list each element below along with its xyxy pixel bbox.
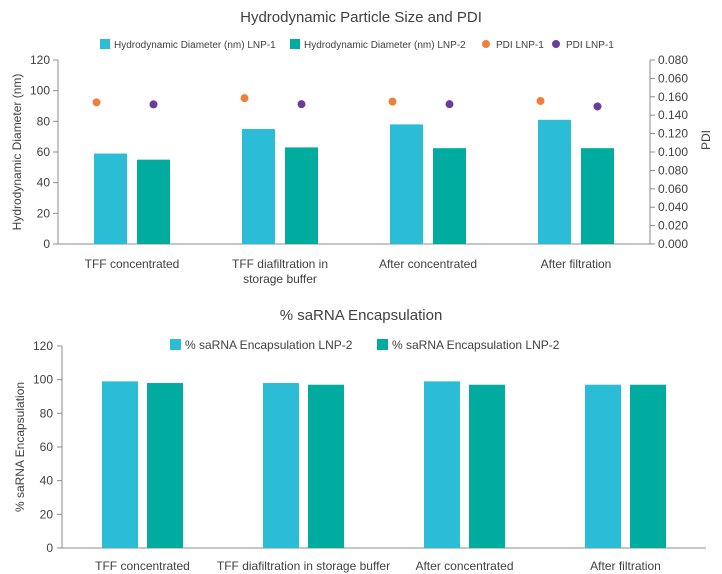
pdi-lnp2-point — [445, 100, 454, 109]
y-tick-label: 80 — [40, 406, 54, 420]
y-tick-label: 0 — [46, 541, 53, 555]
y2-tick-label: 0.100 — [658, 145, 688, 159]
pdi-lnp1-point — [92, 98, 101, 107]
bar-series-1 — [585, 384, 621, 548]
x-tick-label: After filtration — [590, 559, 661, 573]
chart-title: Hydrodynamic Particle Size and PDI — [240, 9, 482, 26]
bar-series-2 — [147, 383, 183, 548]
y-tick-label: 80 — [37, 114, 51, 128]
legend-marker-3 — [482, 40, 490, 48]
y-tick-label: 0 — [43, 237, 50, 251]
legend-swatch-2 — [290, 39, 300, 49]
bar-lnp2 — [433, 148, 466, 244]
encapsulation-chart: % saRNA Encapsulation % saRNA Encapsulati… — [13, 307, 706, 573]
bar-series-1 — [102, 381, 138, 548]
bar-lnp2 — [581, 148, 614, 244]
y-tick-label: 60 — [40, 440, 54, 454]
bar-lnp2 — [285, 147, 318, 244]
pdi-lnp2-point — [593, 102, 602, 111]
bar-series-1 — [263, 383, 299, 548]
y-tick-label: 120 — [33, 339, 53, 353]
pdi-lnp1-point — [388, 97, 397, 106]
bar-lnp1 — [242, 129, 275, 244]
y-tick-label: 20 — [40, 507, 54, 521]
bar-series-2 — [308, 384, 344, 548]
x-tick-label: TFF diafiltration in storage buffer — [217, 559, 390, 573]
y-tick-label: 20 — [37, 206, 51, 220]
y-tick-label: 100 — [30, 84, 50, 98]
y-tick-label: 40 — [40, 474, 54, 488]
legend-swatch-1 — [170, 339, 181, 350]
y2-tick-label: 0.080 — [658, 163, 688, 177]
x-tick-label: TFF concentrated — [95, 559, 190, 573]
pdi-lnp2-point — [149, 100, 158, 109]
y-axis-label: % saRNA Encapsulation — [13, 382, 27, 512]
particle-size-chart: Hydrodynamic Particle Size and PDI Hydrod… — [10, 9, 713, 286]
legend-label-2: Hydrodynamic Diameter (nm) LNP-2 — [304, 40, 466, 51]
y2-tick-label: 0.020 — [658, 219, 688, 233]
bar-series-2 — [630, 384, 666, 548]
bar-series-2 — [469, 384, 505, 548]
y-axis-label: Hydrodynamic Diameter (nm) — [10, 74, 24, 231]
y2-tick-label: 0.060 — [658, 182, 688, 196]
legend-label-1: Hydrodynamic Diameter (nm) LNP-1 — [114, 40, 276, 51]
x-tick-label: After filtration — [541, 257, 612, 271]
legend-swatch-1 — [100, 39, 110, 49]
pdi-lnp1-point — [240, 94, 249, 103]
bar-lnp1 — [390, 124, 423, 244]
y2-tick-label: 0.080 — [658, 53, 688, 67]
legend-label-2: % saRNA Encapsulation LNP-2 — [392, 338, 560, 352]
pdi-lnp1-point — [536, 96, 545, 105]
y2-axis-label: PDI — [699, 130, 713, 150]
bar-lnp2 — [137, 159, 170, 244]
legend-label-1: % saRNA Encapsulation LNP-2 — [185, 338, 353, 352]
y2-tick-label: 0.160 — [658, 90, 688, 104]
y-tick-label: 120 — [30, 53, 50, 67]
x-tick-label: After concentrated — [415, 559, 513, 573]
y-tick-label: 100 — [33, 373, 53, 387]
x-tick-label: TFF diafiltration in — [232, 257, 328, 271]
y2-tick-label: 0.000 — [658, 237, 688, 251]
x-tick-label: TFF concentrated — [85, 257, 180, 271]
x-tick-label: After concentrated — [379, 257, 477, 271]
y2-tick-label: 0.120 — [658, 127, 688, 141]
y-tick-label: 40 — [37, 176, 51, 190]
legend-label-4: PDI LNP-1 — [566, 40, 614, 51]
y2-tick-label: 0.140 — [658, 108, 688, 122]
bar-series-1 — [424, 381, 460, 548]
chart-title: % saRNA Encapsulation — [280, 307, 443, 324]
y2-tick-label: 0.060 — [658, 71, 688, 85]
bar-lnp1 — [538, 119, 571, 244]
x-tick-label: storage buffer — [243, 272, 317, 286]
legend-marker-4 — [552, 40, 560, 48]
legend-swatch-2 — [377, 339, 388, 350]
legend-label-3: PDI LNP-1 — [496, 40, 544, 51]
y-tick-label: 60 — [37, 145, 51, 159]
y2-tick-label: 0.040 — [658, 200, 688, 214]
bar-lnp1 — [94, 153, 127, 244]
pdi-lnp2-point — [297, 100, 306, 109]
